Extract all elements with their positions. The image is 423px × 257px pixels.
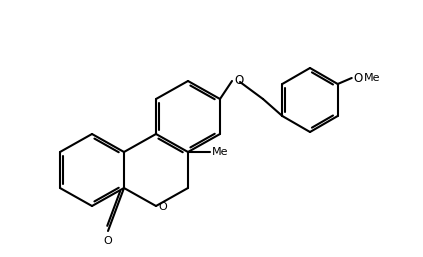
Text: O: O: [354, 71, 363, 85]
Text: O: O: [234, 75, 243, 87]
Text: O: O: [104, 236, 113, 246]
Text: O: O: [158, 202, 167, 212]
Text: Me: Me: [212, 147, 228, 157]
Text: Me: Me: [364, 73, 380, 83]
